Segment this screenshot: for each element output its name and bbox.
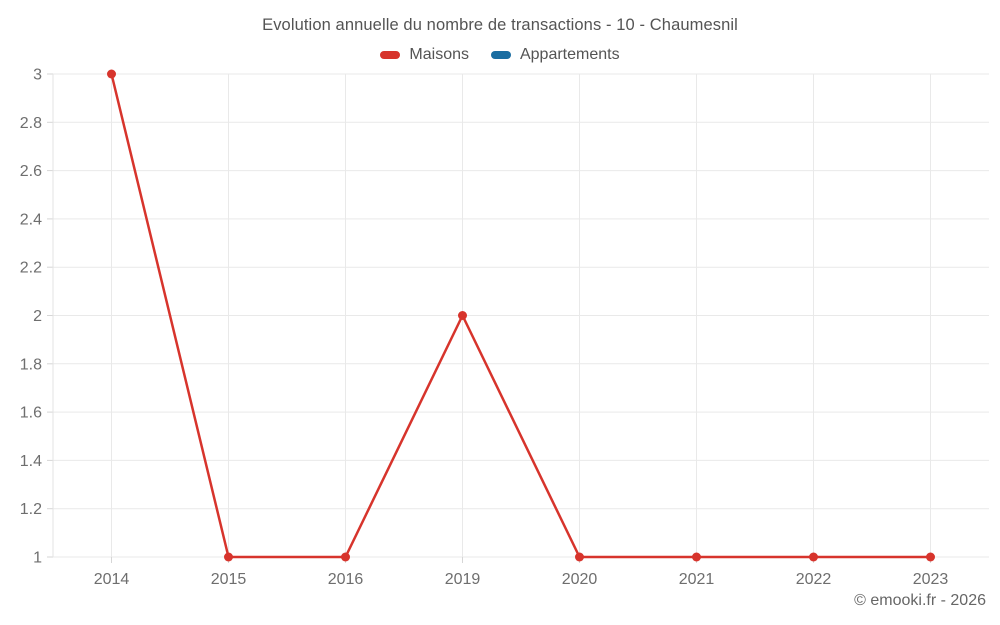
y-axis-label: 1.2 — [20, 501, 42, 518]
x-axis-label: 2016 — [328, 571, 364, 588]
y-axis-label: 2.6 — [20, 163, 42, 180]
data-point-maisons[interactable] — [341, 552, 350, 562]
x-axis-label: 2022 — [796, 571, 832, 588]
data-point-maisons[interactable] — [692, 552, 701, 562]
chart-legend: Maisons Appartements — [0, 46, 1000, 64]
legend-item-appartements[interactable]: Appartements — [490, 46, 620, 64]
x-axis-label: 2014 — [94, 571, 130, 588]
y-axis-label: 2.4 — [20, 211, 42, 228]
appartements-swatch-icon — [490, 51, 511, 59]
x-axis-label: 2020 — [562, 571, 598, 588]
y-axis-label: 2 — [33, 308, 42, 325]
data-point-maisons[interactable] — [575, 552, 584, 562]
data-point-maisons[interactable] — [458, 311, 467, 320]
data-point-maisons[interactable] — [926, 552, 935, 562]
x-axis-label: 2021 — [679, 571, 715, 588]
y-axis-label: 1.4 — [20, 453, 42, 470]
copyright-text: © emooki.fr - 2026 — [854, 592, 986, 609]
chart-title: Evolution annuelle du nombre de transact… — [262, 16, 738, 34]
y-axis-label: 2.2 — [20, 260, 42, 277]
legend-label-appartements: Appartements — [519, 46, 620, 63]
series-line-maisons — [110, 73, 931, 559]
legend-item-maisons[interactable]: Maisons — [380, 46, 469, 64]
data-point-maisons[interactable] — [107, 69, 116, 79]
x-axis-label: 2015 — [211, 571, 247, 588]
x-axis-label: 2019 — [445, 571, 481, 588]
data-point-maisons[interactable] — [809, 552, 818, 562]
x-axis-label: 2023 — [913, 571, 949, 588]
data-point-maisons[interactable] — [224, 552, 233, 562]
y-axis-label: 3 — [33, 67, 42, 84]
y-axis-label: 1.8 — [20, 356, 42, 373]
legend-label-maisons: Maisons — [409, 46, 469, 63]
y-axis-label: 1 — [33, 550, 42, 567]
y-axis-label: 2.8 — [20, 115, 42, 132]
y-axis-label: 1.6 — [20, 405, 42, 422]
maisons-swatch-icon — [380, 51, 401, 59]
